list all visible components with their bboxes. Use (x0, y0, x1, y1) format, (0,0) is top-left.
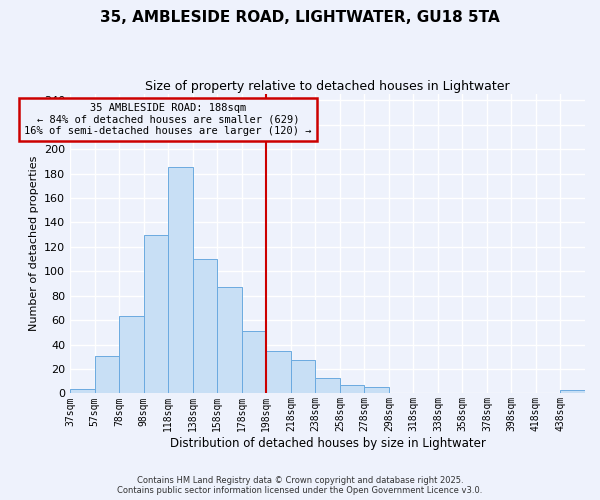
Bar (95, 356, 119, 394)
Bar (242, 331, 266, 394)
Title: Size of property relative to detached houses in Lightwater: Size of property relative to detached ho… (145, 80, 510, 93)
Text: 35 AMBLESIDE ROAD: 188sqm
← 84% of detached houses are smaller (629)
16% of semi: 35 AMBLESIDE ROAD: 188sqm ← 84% of detac… (25, 102, 312, 136)
Text: 35, AMBLESIDE ROAD, LIGHTWATER, GU18 5TA: 35, AMBLESIDE ROAD, LIGHTWATER, GU18 5TA (100, 10, 500, 25)
Bar (364, 388, 389, 394)
Bar (168, 168, 193, 394)
Bar (70, 388, 95, 394)
Bar (193, 259, 217, 394)
Bar (217, 287, 242, 394)
Bar (144, 234, 168, 394)
Bar (560, 390, 585, 394)
Bar (340, 385, 364, 394)
Bar (119, 316, 144, 394)
Bar (316, 378, 340, 394)
Bar (266, 350, 291, 394)
Text: Contains HM Land Registry data © Crown copyright and database right 2025.
Contai: Contains HM Land Registry data © Crown c… (118, 476, 482, 495)
Y-axis label: Number of detached properties: Number of detached properties (29, 156, 38, 332)
X-axis label: Distribution of detached houses by size in Lightwater: Distribution of detached houses by size … (170, 437, 485, 450)
Bar (291, 360, 316, 394)
